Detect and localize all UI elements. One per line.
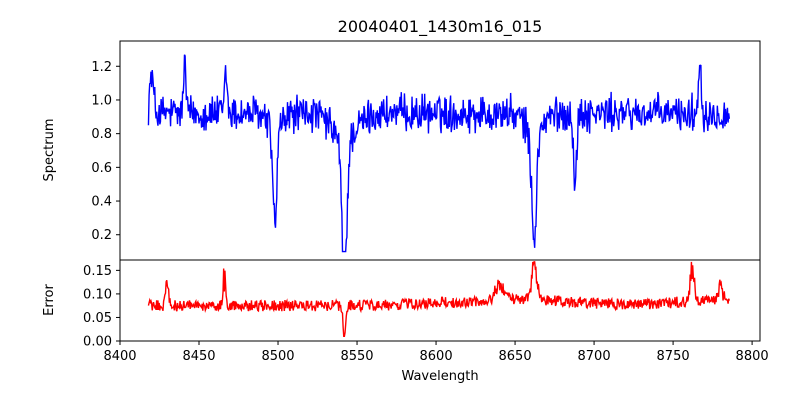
spectrum-y-tick-label: 1.0 (91, 93, 112, 108)
spectrum-y-ticks: 0.2 0.4 0.6 0.8 1.0 1.2 (91, 60, 120, 243)
error-y-tick-label: 0.00 (83, 335, 112, 350)
x-tick-label: 8650 (499, 349, 532, 364)
x-axis-label: Wavelength (401, 369, 478, 384)
spectrum-y-axis-label: Spectrum (42, 119, 57, 182)
x-tick-label: 8600 (420, 349, 453, 364)
x-tick-label: 8700 (578, 349, 611, 364)
error-y-axis-label: Error (42, 284, 57, 316)
spectrum-y-tick-label: 0.8 (91, 127, 112, 142)
error-y-tick-label: 0.15 (83, 264, 112, 279)
error-y-tick-label: 0.05 (83, 311, 112, 326)
error-plot-area (147, 261, 731, 337)
x-tick-label: 8450 (182, 349, 215, 364)
x-tick-label: 8750 (657, 349, 690, 364)
spectrum-y-tick-label: 0.4 (91, 195, 112, 210)
error-y-ticks: 0.00 0.05 0.10 0.15 (83, 264, 120, 350)
chart-title: 20040401_1430m16_015 (338, 17, 543, 37)
x-tick-label: 8400 (103, 349, 136, 364)
x-ticks: 8400 8450 8500 8550 8600 8650 8700 8750 8800 (103, 341, 769, 364)
spectrum-series-line (147, 54, 731, 253)
error-series-line (147, 261, 731, 337)
x-tick-label: 8550 (340, 349, 373, 364)
spectrum-plot-area (147, 54, 731, 253)
x-tick-label: 8500 (261, 349, 294, 364)
error-panel: 0.00 0.05 0.10 0.15 8400 8450 8500 8550 8600 865… (42, 259, 769, 384)
x-tick-label: 8800 (736, 349, 769, 364)
spectrum-y-tick-label: 0.2 (91, 228, 112, 243)
spectrum-y-tick-label: 0.6 (91, 161, 112, 176)
error-axes-frame (119, 259, 761, 342)
spectrum-y-tick-label: 1.2 (91, 60, 112, 75)
error-y-tick-label: 0.10 (83, 287, 112, 302)
